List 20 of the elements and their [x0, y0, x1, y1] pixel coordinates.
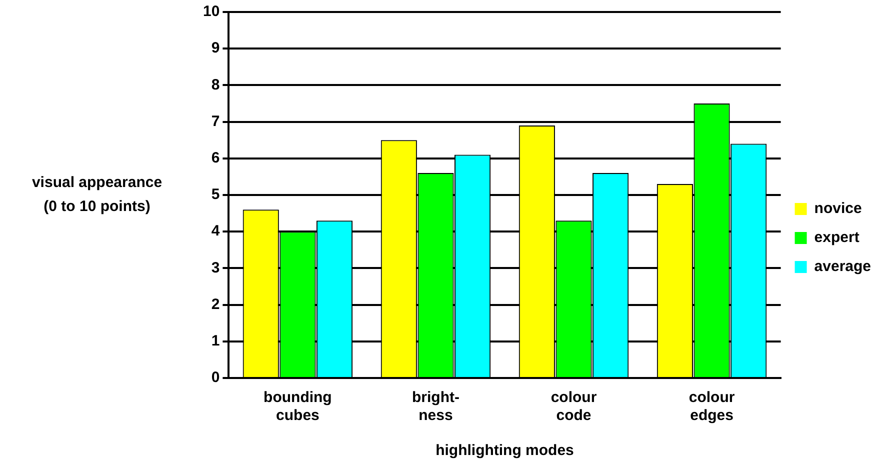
y-tick-label: 9 — [211, 40, 220, 57]
legend-label: novice — [814, 200, 862, 218]
legend-label: average — [814, 258, 872, 276]
y-tick-label: 8 — [211, 76, 220, 94]
x-axis-title: highlighting modes — [436, 442, 574, 460]
x-tick-label: colour code — [550, 389, 597, 424]
y-axis-title: visual appearance (0 to 10 points) — [32, 174, 162, 216]
x-tick-label: bright-ness — [412, 389, 460, 424]
y-tick-label: 5 — [211, 186, 220, 204]
y-tick-label: 4 — [211, 222, 220, 240]
y-tick-label: 0 — [211, 369, 220, 386]
y-tick-label: 10 — [202, 3, 220, 20]
y-tick-label: 3 — [211, 259, 220, 276]
y-tick-label: 1 — [211, 332, 220, 350]
x-tick-label: colour edges — [688, 389, 735, 424]
legend-label: expert — [814, 229, 860, 246]
y-tick-label: 6 — [211, 150, 220, 167]
y-tick-label: 2 — [211, 296, 220, 313]
y-tick-label: 7 — [211, 112, 220, 130]
x-tick-label: bounding cubes — [264, 389, 332, 424]
